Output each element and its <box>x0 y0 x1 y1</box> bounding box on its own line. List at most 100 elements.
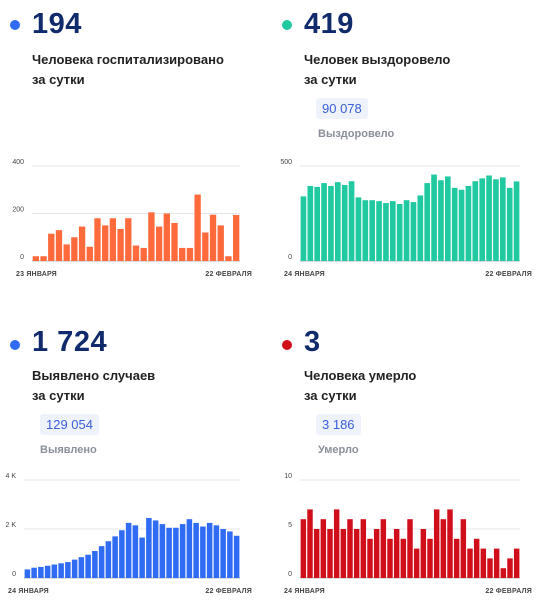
bar <box>486 175 492 261</box>
bar <box>173 527 179 578</box>
bar <box>139 537 145 578</box>
bar <box>487 558 493 578</box>
x-end-label: 22 ФЕВРАЛЯ <box>485 271 532 278</box>
bar <box>63 244 70 262</box>
bar <box>307 509 313 578</box>
y-tick-label: 0 <box>288 254 292 261</box>
bar <box>31 567 37 578</box>
cumulative-total-label: Умерло <box>318 444 359 456</box>
cumulative-total: 90 078 <box>316 98 368 119</box>
bar <box>473 538 480 578</box>
bar <box>71 237 78 261</box>
cumulative-total-label: Выявлено <box>40 444 97 456</box>
bar <box>48 233 55 261</box>
bar <box>51 564 58 578</box>
caption: Человека умерло за сутки <box>304 366 416 406</box>
bar <box>78 557 85 578</box>
bar <box>433 509 440 578</box>
bar <box>500 568 507 578</box>
bar <box>417 195 424 261</box>
bar <box>148 212 155 261</box>
indicator-dot <box>282 340 292 350</box>
bar <box>320 519 327 578</box>
bar <box>427 538 433 578</box>
indicator-dot <box>10 20 20 30</box>
bar <box>92 551 98 578</box>
bar <box>460 519 467 578</box>
bar <box>78 226 86 261</box>
bar <box>367 538 373 578</box>
bar <box>307 185 314 261</box>
daily-value: 419 <box>304 8 354 40</box>
bar <box>451 187 458 261</box>
bar <box>159 524 166 578</box>
bar <box>328 185 334 261</box>
bar <box>300 519 307 578</box>
bar <box>206 522 213 579</box>
bar <box>513 181 520 261</box>
caption-line-2: за сутки <box>32 72 85 87</box>
bar <box>58 563 64 578</box>
caption: Выявлено случаев за сутки <box>32 366 155 406</box>
bar <box>213 525 220 578</box>
bar <box>444 176 451 261</box>
bar <box>140 247 147 261</box>
bar <box>105 541 112 578</box>
bar <box>507 558 513 578</box>
bar <box>194 194 201 261</box>
bar <box>327 529 333 578</box>
bar <box>389 201 396 261</box>
bar <box>152 520 159 578</box>
bar <box>396 204 403 261</box>
bar <box>146 517 152 578</box>
bar <box>163 213 170 261</box>
bar <box>98 546 105 578</box>
y-tick-label: 4 K <box>5 473 16 480</box>
bar <box>179 247 186 261</box>
bar <box>227 531 233 578</box>
caption-line-2: за сутки <box>32 388 85 403</box>
bar <box>166 527 172 578</box>
bar <box>355 197 362 261</box>
caption: Человека госпитализировано за сутки <box>32 50 224 90</box>
bar <box>233 535 240 578</box>
bar <box>347 519 353 578</box>
y-tick-label: 0 <box>20 254 24 261</box>
bar <box>410 202 417 261</box>
bar <box>202 232 209 261</box>
bar <box>24 569 31 578</box>
bar <box>438 180 444 261</box>
bar <box>340 529 347 578</box>
y-tick-label: 5 <box>288 522 292 529</box>
bar <box>334 182 341 261</box>
caption-line-2: за сутки <box>304 388 357 403</box>
panel-hospitalized: 194 Человека госпитализировано за сутки … <box>10 0 275 290</box>
x-start-label: 24 ЯНВАРЯ <box>8 588 49 595</box>
panel-recovered: 419 Человек выздоровело за сутки 90 078 … <box>280 0 547 290</box>
cumulative-total: 3 186 <box>316 414 361 435</box>
bar <box>431 174 437 261</box>
bar <box>499 177 506 261</box>
bar <box>376 201 382 261</box>
panel-deaths: 3 Человека умерло за сутки 3 186 Умерло … <box>282 320 547 605</box>
bar <box>32 256 40 261</box>
bar <box>217 225 224 262</box>
daily-value: 1 724 <box>32 326 108 358</box>
bar <box>458 189 465 261</box>
y-tick-label: 500 <box>280 159 292 166</box>
bar <box>369 200 376 261</box>
bar <box>479 178 486 261</box>
bar <box>232 214 240 261</box>
cumulative-total-label: Выздоровело <box>318 128 395 140</box>
bar <box>353 529 360 578</box>
bar <box>220 529 226 578</box>
bar <box>71 559 78 579</box>
x-end-label: 22 ФЕВРАЛЯ <box>485 588 532 595</box>
bar <box>314 186 321 261</box>
daily-value: 3 <box>304 326 321 358</box>
bar <box>493 179 499 261</box>
bar-chart-hospitalized: 400 200 0 23 ЯНВАРЯ 22 ФЕВРАЛЯ <box>12 159 251 278</box>
bar <box>362 200 369 261</box>
y-tick-label: 0 <box>288 571 292 578</box>
caption-line-1: Человека госпитализировано <box>32 52 224 67</box>
